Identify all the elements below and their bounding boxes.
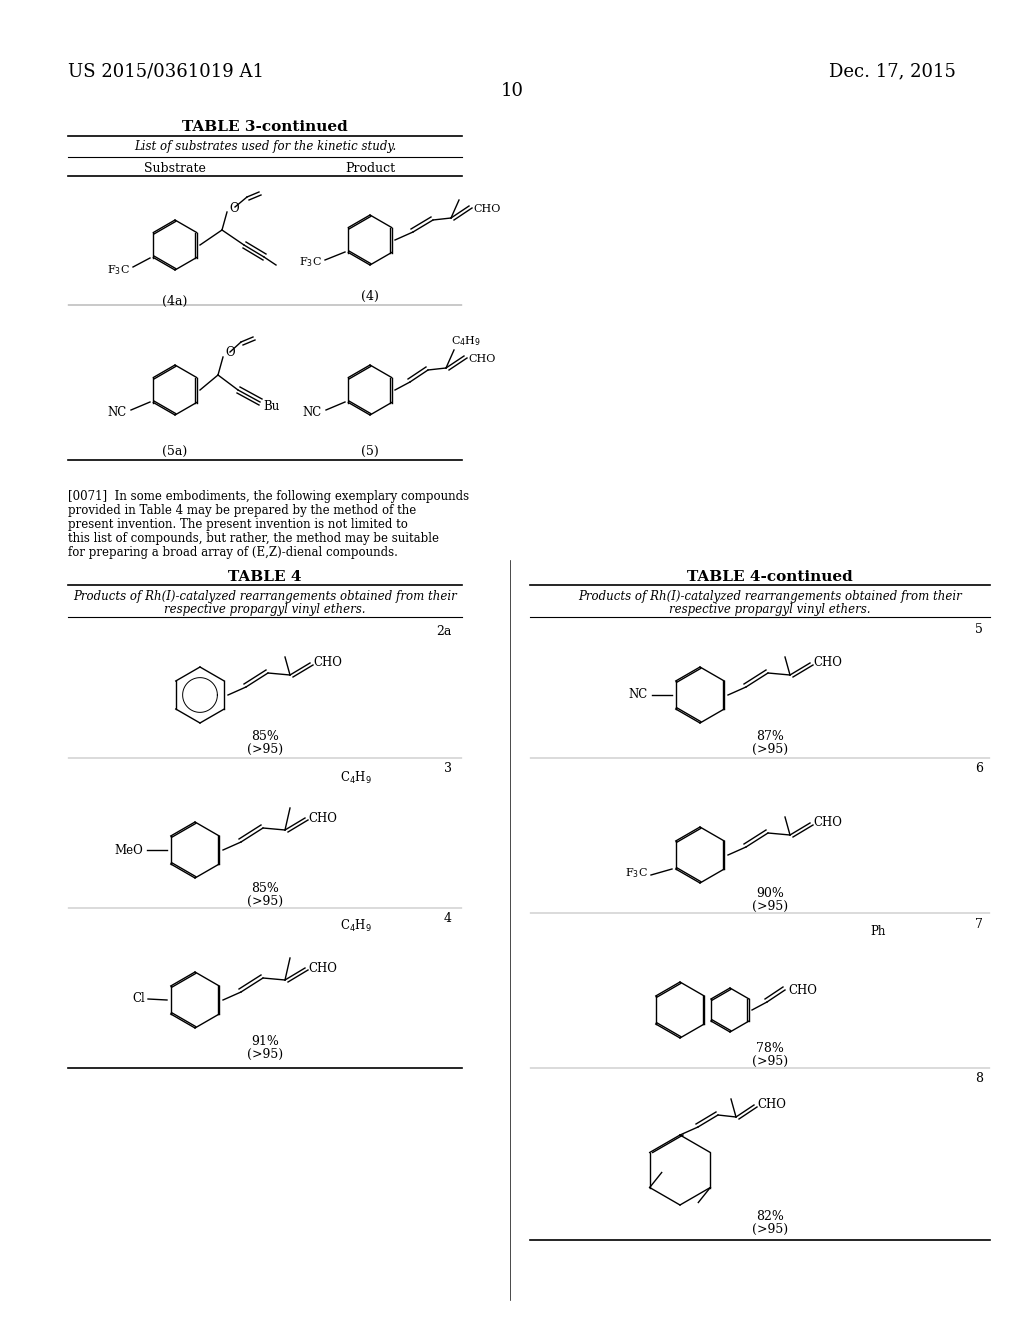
Text: O: O	[225, 346, 234, 359]
Text: 82%: 82%	[756, 1210, 784, 1224]
Text: [0071]  In some embodiments, the following exemplary compounds: [0071] In some embodiments, the followin…	[68, 490, 469, 503]
Text: 4: 4	[444, 912, 452, 925]
Text: CHO: CHO	[788, 983, 817, 997]
Text: (>95): (>95)	[752, 900, 788, 913]
Text: O: O	[229, 202, 239, 214]
Text: (4): (4)	[361, 290, 379, 304]
Text: 7: 7	[975, 917, 983, 931]
Text: NC: NC	[629, 689, 648, 701]
Text: C$_4$H$_9$: C$_4$H$_9$	[340, 770, 372, 787]
Text: this list of compounds, but rather, the method may be suitable: this list of compounds, but rather, the …	[68, 532, 439, 545]
Text: CHO: CHO	[313, 656, 342, 669]
Text: Substrate: Substrate	[144, 162, 206, 176]
Text: respective propargyl vinyl ethers.: respective propargyl vinyl ethers.	[164, 603, 366, 616]
Text: 78%: 78%	[756, 1041, 784, 1055]
Text: (>95): (>95)	[247, 895, 283, 908]
Text: CHO: CHO	[308, 961, 337, 974]
Text: 5: 5	[975, 623, 983, 636]
Text: (4a): (4a)	[163, 294, 187, 308]
Text: respective propargyl vinyl ethers.: respective propargyl vinyl ethers.	[670, 603, 870, 616]
Text: 85%: 85%	[251, 730, 279, 743]
Text: TABLE 4-continued: TABLE 4-continued	[687, 570, 853, 583]
Text: Ph: Ph	[870, 925, 886, 939]
Text: MeO: MeO	[115, 843, 143, 857]
Text: 10: 10	[501, 82, 523, 100]
Text: 85%: 85%	[251, 882, 279, 895]
Text: 87%: 87%	[756, 730, 784, 743]
Text: Products of Rh(I)-catalyzed rearrangements obtained from their: Products of Rh(I)-catalyzed rearrangemen…	[579, 590, 962, 603]
Text: (>95): (>95)	[752, 743, 788, 756]
Text: (5a): (5a)	[163, 445, 187, 458]
Text: CHO: CHO	[757, 1098, 785, 1111]
Text: 6: 6	[975, 762, 983, 775]
Text: (5): (5)	[361, 445, 379, 458]
Text: CHO: CHO	[813, 656, 842, 669]
Text: Cl: Cl	[132, 991, 145, 1005]
Text: CHO: CHO	[308, 812, 337, 825]
Text: (>95): (>95)	[752, 1055, 788, 1068]
Text: TABLE 3-continued: TABLE 3-continued	[182, 120, 348, 135]
Text: F$_3$C: F$_3$C	[625, 866, 648, 880]
Text: C$_4$H$_9$: C$_4$H$_9$	[451, 334, 481, 348]
Text: C$_4$H$_9$: C$_4$H$_9$	[340, 917, 372, 935]
Text: present invention. The present invention is not limited to: present invention. The present invention…	[68, 517, 408, 531]
Text: CHO: CHO	[468, 354, 496, 364]
Text: NC: NC	[108, 405, 127, 418]
Text: (>95): (>95)	[247, 1048, 283, 1061]
Text: NC: NC	[303, 405, 322, 418]
Text: List of substrates used for the kinetic study.: List of substrates used for the kinetic …	[134, 140, 396, 153]
Text: 3: 3	[444, 762, 452, 775]
Text: Dec. 17, 2015: Dec. 17, 2015	[829, 62, 956, 81]
Text: 2a: 2a	[436, 624, 452, 638]
Text: for preparing a broad array of (E,Z)-dienal compounds.: for preparing a broad array of (E,Z)-die…	[68, 546, 398, 558]
Text: 90%: 90%	[756, 887, 784, 900]
Text: CHO: CHO	[473, 205, 501, 214]
Text: Product: Product	[345, 162, 395, 176]
Text: F$_3$C: F$_3$C	[299, 255, 322, 269]
Text: (>95): (>95)	[752, 1224, 788, 1236]
Text: CHO: CHO	[813, 817, 842, 829]
Text: provided in Table 4 may be prepared by the method of the: provided in Table 4 may be prepared by t…	[68, 504, 416, 517]
Text: F$_3$C: F$_3$C	[108, 263, 130, 277]
Text: US 2015/0361019 A1: US 2015/0361019 A1	[68, 62, 264, 81]
Text: 91%: 91%	[251, 1035, 279, 1048]
Text: Bu: Bu	[263, 400, 280, 413]
Text: Products of Rh(I)-catalyzed rearrangements obtained from their: Products of Rh(I)-catalyzed rearrangemen…	[73, 590, 457, 603]
Text: (>95): (>95)	[247, 743, 283, 756]
Text: 8: 8	[975, 1072, 983, 1085]
Text: TABLE 4: TABLE 4	[228, 570, 302, 583]
